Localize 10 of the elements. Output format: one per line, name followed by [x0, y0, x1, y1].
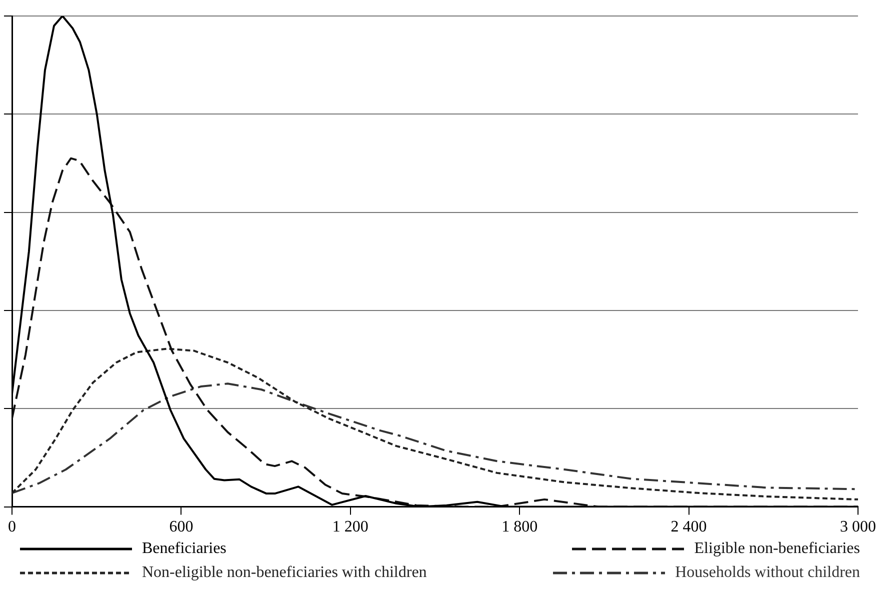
x-tick-label: 3 000 — [840, 518, 876, 536]
x-tick-label: 1 800 — [502, 518, 538, 536]
x-tick-label: 2 400 — [670, 518, 707, 536]
text: Households without children — [675, 564, 860, 582]
text: Beneficiaries — [142, 540, 226, 558]
text: Eligible non-beneficiaries — [694, 540, 860, 558]
x-tick-label: 0 — [8, 518, 16, 536]
text: Non-eligible non-beneficiaries with children — [142, 564, 427, 582]
x-tick-label: 1 200 — [332, 518, 368, 536]
x-tick-label: 600 — [169, 518, 194, 536]
